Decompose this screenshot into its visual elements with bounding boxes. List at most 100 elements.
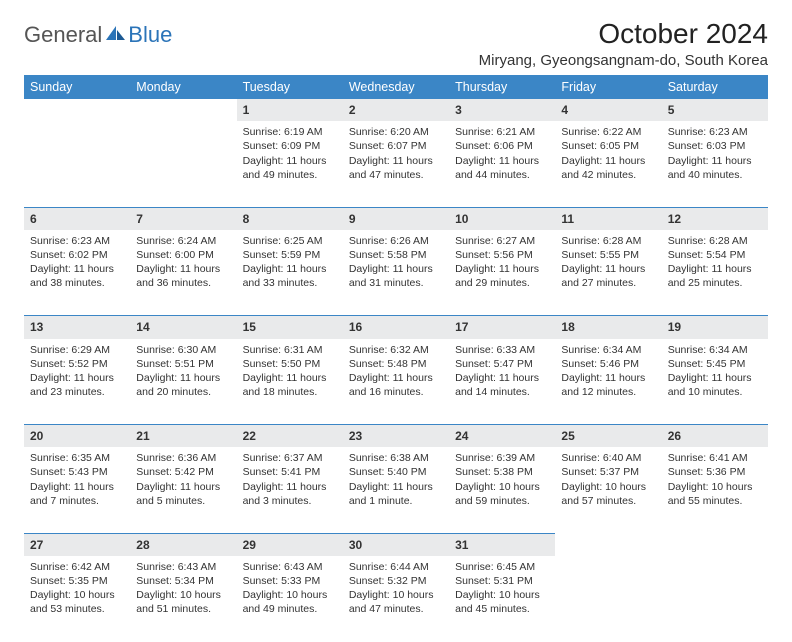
day-header: Friday — [555, 75, 661, 99]
sunset-text: Sunset: 5:43 PM — [30, 465, 124, 479]
day-number-cell: 17 — [449, 316, 555, 339]
daynum-row: 2728293031 — [24, 533, 768, 556]
daylight-text: Daylight: 11 hours — [243, 262, 337, 276]
daylight-text: and 25 minutes. — [668, 276, 762, 290]
day-content-cell: Sunrise: 6:39 AMSunset: 5:38 PMDaylight:… — [449, 447, 555, 533]
day-number-cell: 12 — [662, 207, 768, 230]
day-content-cell — [555, 556, 661, 642]
daylight-text: Daylight: 11 hours — [136, 262, 230, 276]
sunset-text: Sunset: 5:56 PM — [455, 248, 549, 262]
sunset-text: Sunset: 5:42 PM — [136, 465, 230, 479]
day-content-cell: Sunrise: 6:19 AMSunset: 6:09 PMDaylight:… — [237, 121, 343, 207]
sunrise-text: Sunrise: 6:23 AM — [668, 125, 762, 139]
daylight-text: Daylight: 11 hours — [243, 154, 337, 168]
sunset-text: Sunset: 5:50 PM — [243, 357, 337, 371]
daylight-text: and 55 minutes. — [668, 494, 762, 508]
day-content-cell: Sunrise: 6:38 AMSunset: 5:40 PMDaylight:… — [343, 447, 449, 533]
sunset-text: Sunset: 5:48 PM — [349, 357, 443, 371]
calendar-body: 12345Sunrise: 6:19 AMSunset: 6:09 PMDayl… — [24, 99, 768, 642]
day-content-cell: Sunrise: 6:25 AMSunset: 5:59 PMDaylight:… — [237, 230, 343, 316]
daylight-text: Daylight: 11 hours — [455, 154, 549, 168]
daylight-text: and 14 minutes. — [455, 385, 549, 399]
day-content-cell: Sunrise: 6:28 AMSunset: 5:55 PMDaylight:… — [555, 230, 661, 316]
sunset-text: Sunset: 6:02 PM — [30, 248, 124, 262]
daylight-text: Daylight: 10 hours — [668, 480, 762, 494]
day-content-cell: Sunrise: 6:22 AMSunset: 6:05 PMDaylight:… — [555, 121, 661, 207]
daynum-row: 12345 — [24, 99, 768, 121]
sunset-text: Sunset: 5:37 PM — [561, 465, 655, 479]
sunrise-text: Sunrise: 6:42 AM — [30, 560, 124, 574]
day-content-cell: Sunrise: 6:33 AMSunset: 5:47 PMDaylight:… — [449, 339, 555, 425]
day-number-cell: 23 — [343, 425, 449, 448]
day-number-cell: 21 — [130, 425, 236, 448]
daylight-text: and 45 minutes. — [455, 602, 549, 616]
daynum-row: 6789101112 — [24, 207, 768, 230]
sunrise-text: Sunrise: 6:25 AM — [243, 234, 337, 248]
calendar-table: Sunday Monday Tuesday Wednesday Thursday… — [24, 75, 768, 642]
day-header: Sunday — [24, 75, 130, 99]
daylight-text: Daylight: 11 hours — [243, 371, 337, 385]
day-content-cell: Sunrise: 6:28 AMSunset: 5:54 PMDaylight:… — [662, 230, 768, 316]
day-number-cell: 5 — [662, 99, 768, 121]
daylight-text: Daylight: 11 hours — [668, 154, 762, 168]
daylight-text: and 49 minutes. — [243, 602, 337, 616]
day-content-cell: Sunrise: 6:20 AMSunset: 6:07 PMDaylight:… — [343, 121, 449, 207]
day-number-cell: 22 — [237, 425, 343, 448]
day-number-cell: 15 — [237, 316, 343, 339]
daylight-text: and 5 minutes. — [136, 494, 230, 508]
day-content-cell: Sunrise: 6:35 AMSunset: 5:43 PMDaylight:… — [24, 447, 130, 533]
day-number-cell: 11 — [555, 207, 661, 230]
sunrise-text: Sunrise: 6:24 AM — [136, 234, 230, 248]
day-number-cell: 4 — [555, 99, 661, 121]
daynum-row: 20212223242526 — [24, 425, 768, 448]
sunrise-text: Sunrise: 6:44 AM — [349, 560, 443, 574]
sunset-text: Sunset: 5:58 PM — [349, 248, 443, 262]
day-content-cell: Sunrise: 6:23 AMSunset: 6:02 PMDaylight:… — [24, 230, 130, 316]
calendar-page: General Blue October 2024 Miryang, Gyeon… — [0, 0, 792, 642]
sunset-text: Sunset: 6:06 PM — [455, 139, 549, 153]
sunrise-text: Sunrise: 6:21 AM — [455, 125, 549, 139]
day-content-cell: Sunrise: 6:32 AMSunset: 5:48 PMDaylight:… — [343, 339, 449, 425]
daylight-text: Daylight: 11 hours — [668, 262, 762, 276]
daylight-text: and 44 minutes. — [455, 168, 549, 182]
sunrise-text: Sunrise: 6:37 AM — [243, 451, 337, 465]
daylight-text: and 33 minutes. — [243, 276, 337, 290]
day-header: Wednesday — [343, 75, 449, 99]
day-content-cell: Sunrise: 6:21 AMSunset: 6:06 PMDaylight:… — [449, 121, 555, 207]
day-number-cell: 2 — [343, 99, 449, 121]
day-content-cell: Sunrise: 6:41 AMSunset: 5:36 PMDaylight:… — [662, 447, 768, 533]
sunrise-text: Sunrise: 6:20 AM — [349, 125, 443, 139]
month-title: October 2024 — [479, 18, 768, 50]
daylight-text: and 38 minutes. — [30, 276, 124, 290]
daylight-text: Daylight: 10 hours — [455, 588, 549, 602]
sunset-text: Sunset: 5:54 PM — [668, 248, 762, 262]
day-number-cell — [555, 533, 661, 556]
daylight-text: and 40 minutes. — [668, 168, 762, 182]
daylight-text: Daylight: 11 hours — [30, 480, 124, 494]
sunrise-text: Sunrise: 6:26 AM — [349, 234, 443, 248]
day-content-cell: Sunrise: 6:43 AMSunset: 5:33 PMDaylight:… — [237, 556, 343, 642]
day-content-cell: Sunrise: 6:24 AMSunset: 6:00 PMDaylight:… — [130, 230, 236, 316]
day-content-cell: Sunrise: 6:23 AMSunset: 6:03 PMDaylight:… — [662, 121, 768, 207]
daylight-text: Daylight: 11 hours — [349, 154, 443, 168]
day-content-cell: Sunrise: 6:34 AMSunset: 5:46 PMDaylight:… — [555, 339, 661, 425]
day-number-cell — [662, 533, 768, 556]
day-number-cell: 1 — [237, 99, 343, 121]
daylight-text: and 31 minutes. — [349, 276, 443, 290]
day-number-cell: 28 — [130, 533, 236, 556]
logo-sail-icon — [104, 24, 126, 47]
daylight-text: Daylight: 10 hours — [349, 588, 443, 602]
day-content-cell: Sunrise: 6:42 AMSunset: 5:35 PMDaylight:… — [24, 556, 130, 642]
sunrise-text: Sunrise: 6:28 AM — [668, 234, 762, 248]
day-header: Monday — [130, 75, 236, 99]
day-number-cell: 20 — [24, 425, 130, 448]
day-content-cell: Sunrise: 6:40 AMSunset: 5:37 PMDaylight:… — [555, 447, 661, 533]
sunset-text: Sunset: 5:34 PM — [136, 574, 230, 588]
daylight-text: and 12 minutes. — [561, 385, 655, 399]
sunset-text: Sunset: 5:59 PM — [243, 248, 337, 262]
sunset-text: Sunset: 5:31 PM — [455, 574, 549, 588]
sunrise-text: Sunrise: 6:43 AM — [243, 560, 337, 574]
daynum-row: 13141516171819 — [24, 316, 768, 339]
daylight-text: and 59 minutes. — [455, 494, 549, 508]
sunrise-text: Sunrise: 6:35 AM — [30, 451, 124, 465]
